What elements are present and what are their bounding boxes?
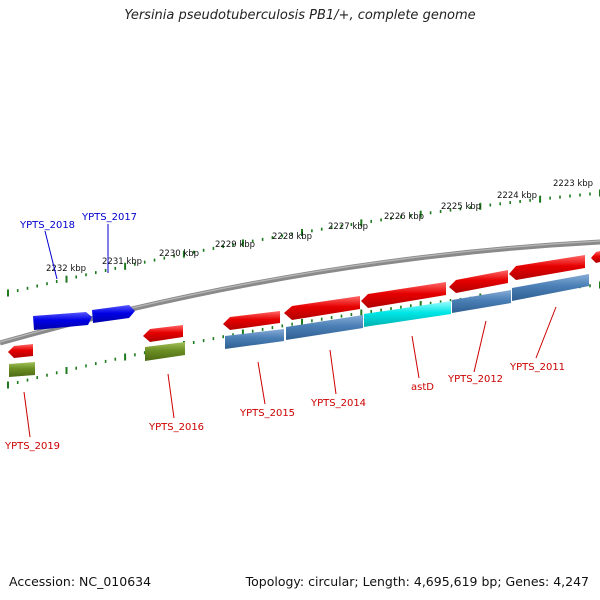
page-title: Yersinia pseudotuberculosis PB1/+, compl…	[124, 8, 476, 23]
leader-ypts-2018	[44, 230, 58, 280]
scale-label: 2232 kbp	[46, 264, 86, 274]
label-ypts-2014[interactable]: YPTS_2014	[310, 398, 366, 409]
scale-labels: 2223 kbp 2224 kbp 2225 kbp 2226 kbp 2227…	[46, 179, 593, 274]
scale-label: 2228 kbp	[272, 232, 312, 242]
gene-ypts-2015-steel[interactable]	[225, 329, 284, 349]
gene-ypts-2014-steel[interactable]	[286, 315, 363, 340]
label-leader-lines	[23, 224, 557, 438]
gene-astd-cyan[interactable]	[364, 301, 451, 327]
gene-ypts-2012-steel[interactable]	[452, 290, 511, 313]
label-ypts-2017[interactable]: YPTS_2017	[81, 212, 137, 223]
scale-label: 2223 kbp	[553, 179, 593, 189]
label-ypts-2012[interactable]: YPTS_2012	[447, 374, 503, 385]
scale-label: 2225 kbp	[441, 202, 481, 212]
gene-ypts-2017[interactable]	[92, 305, 135, 323]
leader-ypts-2012	[473, 320, 487, 373]
gene-labels: YPTS_2018 YPTS_2017 YPTS_2016 YPTS_2015 …	[4, 212, 565, 452]
scale-label: 2227 kbp	[328, 222, 368, 232]
gene-ypts-2018[interactable]	[33, 312, 92, 330]
gene-edge-partial[interactable]	[591, 251, 600, 263]
label-astd[interactable]: astD	[411, 382, 434, 393]
gene-ypts-2015[interactable]	[223, 311, 280, 330]
gene-ypts-2019-olive[interactable]	[9, 362, 35, 377]
leader-ypts-2016	[167, 373, 175, 419]
upper-scale-ticks	[7, 189, 600, 297]
gene-ypts-2011[interactable]	[509, 255, 585, 280]
scale-label: 2224 kbp	[497, 191, 537, 201]
gene-ypts-2011-steel[interactable]	[512, 274, 589, 301]
gene-astd[interactable]	[361, 282, 446, 308]
gene-ypts-2019-red[interactable]	[8, 344, 33, 358]
scale-label: 2231 kbp	[102, 257, 142, 267]
scale-label: 2230 kbp	[159, 249, 199, 259]
leader-ypts-2014	[329, 349, 337, 395]
label-ypts-2015[interactable]: YPTS_2015	[239, 408, 295, 419]
label-ypts-2019[interactable]: YPTS_2019	[4, 441, 60, 452]
label-ypts-2011[interactable]: YPTS_2011	[509, 362, 565, 373]
leader-ypts-2019	[23, 391, 31, 438]
scale-label: 2229 kbp	[215, 240, 255, 250]
topology-text: Topology: circular; Length: 4,695,619 bp…	[245, 574, 589, 589]
leader-astd	[411, 335, 420, 379]
leader-ypts-2011	[535, 306, 557, 359]
forward-genes	[33, 251, 600, 330]
label-ypts-2016[interactable]: YPTS_2016	[148, 422, 204, 433]
scale-label: 2226 kbp	[384, 212, 424, 222]
gene-ypts-2014[interactable]	[284, 296, 360, 320]
gene-ypts-2012[interactable]	[449, 270, 508, 293]
gene-ypts-2016-red[interactable]	[143, 325, 183, 342]
accession-text: Accession: NC_010634	[9, 574, 152, 589]
inner-genes	[8, 274, 589, 377]
gene-ypts-2016-olive[interactable]	[145, 342, 185, 361]
label-ypts-2018[interactable]: YPTS_2018	[19, 220, 75, 231]
leader-ypts-2015	[257, 361, 266, 405]
